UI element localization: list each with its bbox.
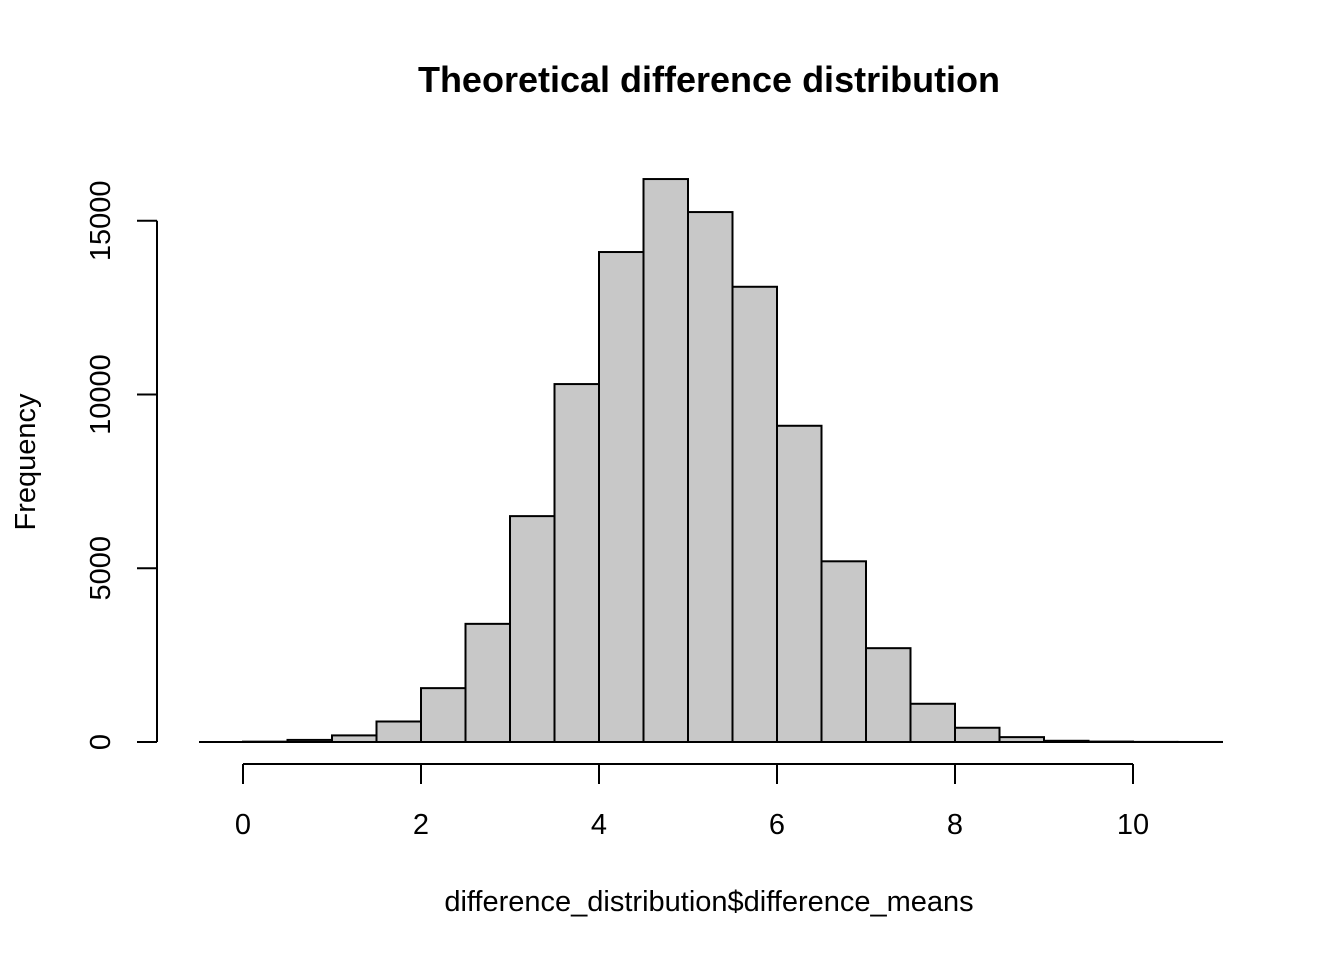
- x-tick-label: 10: [1117, 809, 1149, 841]
- x-tick-label: 2: [413, 809, 429, 841]
- y-tick-label: 10000: [85, 354, 117, 435]
- histogram-bar: [420, 687, 467, 744]
- histogram-bar: [865, 647, 912, 743]
- y-axis: 0 5000 10000 15000: [85, 180, 158, 750]
- histogram-bar: [731, 285, 778, 743]
- x-axis: 0 2 4 6 8 10: [235, 763, 1149, 841]
- x-tick-label: 8: [947, 809, 963, 841]
- y-tick-label: 15000: [85, 180, 117, 261]
- x-tick-label: 4: [591, 809, 607, 841]
- histogram-bar: [776, 424, 823, 743]
- y-tick-label: 0: [85, 734, 117, 750]
- histogram-bar: [598, 251, 645, 743]
- histogram-bar: [820, 560, 867, 743]
- histogram-bar: [509, 515, 556, 743]
- histogram-bar: [642, 178, 689, 744]
- x-axis-label: difference_distribution$difference_means: [444, 886, 973, 918]
- x-tick-label: 6: [769, 809, 785, 841]
- y-axis-label: Frequency: [10, 393, 42, 531]
- histogram-bar: [954, 726, 1001, 744]
- histogram-bar: [687, 211, 734, 743]
- histogram-bar: [375, 720, 422, 743]
- bars-group: [199, 178, 1223, 744]
- y-tick-label: 5000: [85, 536, 117, 601]
- histogram-bar: [909, 702, 956, 744]
- histogram-bar: [553, 383, 600, 743]
- chart-title: Theoretical difference distribution: [418, 59, 1000, 100]
- x-tick-label: 0: [235, 809, 251, 841]
- histogram-bar: [464, 622, 511, 743]
